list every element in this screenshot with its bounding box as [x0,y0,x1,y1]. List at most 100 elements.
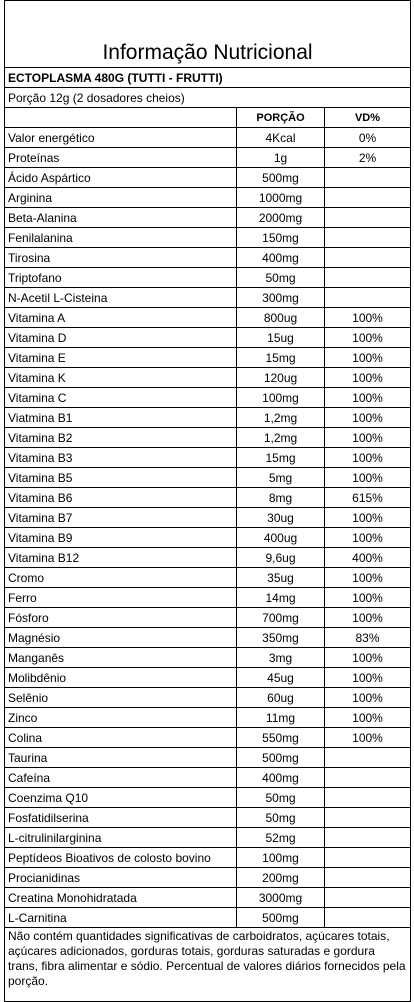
nutrient-name: Vitamina B2 [4,427,237,448]
nutrient-row: N-Acetil L-Cisteina 300mg [4,287,412,308]
product: ECTOPLASMA 480G (TUTTI - FRUTTI) [3,67,412,88]
nutrient-name: Vitamina B9 [4,527,237,548]
portion: 5mg [236,467,325,488]
nutrition-table: Informação Nutricional ECTOPLASMA 480G (… [3,0,412,1002]
portion: 15mg [236,447,325,468]
nutrient-row: Vitamina D 15ug 100% [4,327,412,348]
portion: 1,2mg [236,427,325,448]
nutrient-name: Ferro [4,587,237,608]
nutrient-row: Colina 550mg 100% [4,727,412,748]
daily-value: 100% [323,707,412,728]
nutrient-row: Vitamina B12 9,6ug 400% [4,547,412,568]
daily-value [323,767,412,788]
portion: 50mg [236,787,325,808]
nutrient-name: Vitamina B3 [4,447,237,468]
daily-value: 83% [323,627,412,648]
daily-value: 100% [323,387,412,408]
nutrient-row: Creatina Monohidratada 3000mg [4,887,412,908]
nutrient-row: Tirosina 400mg [4,247,412,268]
nutrient-row: Zinco 11mg 100% [4,707,412,728]
nutrient-row: Fosfatidilserina 50mg [4,807,412,828]
header-cell: VD% [323,107,412,128]
nutrient-name: Proteínas [4,147,237,168]
nutrient-name: Triptofano [4,267,237,288]
nutrient-row: Procianidinas 200mg [4,867,412,888]
daily-value: 100% [323,567,412,588]
nutrient-row: Cafeína 400mg [4,767,412,788]
nutrient-name: Viatmina B1 [4,407,237,428]
nutrient-name: Vitamina K [4,367,237,388]
nutrient-row: Vitamina B9 400ug 100% [4,527,412,548]
portion: 11mg [236,707,325,728]
portion: 1g [236,147,325,168]
portion: 550mg [236,727,325,748]
daily-value: 100% [323,467,412,488]
nutrient-row: Proteínas 1g 2% [4,147,412,168]
nutrient-name: Manganês [4,647,237,668]
nutrient-row: Vitamina B3 15mg 100% [4,447,412,468]
portion: 500mg [236,907,325,928]
daily-value: 100% [323,727,412,748]
daily-value [323,747,412,768]
daily-value [323,227,412,248]
table-body: Informação Nutricional ECTOPLASMA 480G (… [3,0,412,1002]
nutrient-name: Molibdênio [4,667,237,688]
product-row: ECTOPLASMA 480G (TUTTI - FRUTTI) [3,67,412,88]
nutrient-name: Vitamina B6 [4,487,237,508]
nutrient-name: Fósforo [4,607,237,628]
nutrient-row: Vitamina A 800ug 100% [4,307,412,328]
portion: 30ug [236,507,325,528]
portion: 2000mg [236,207,325,228]
portion: 35ug [236,567,325,588]
nutrient-row: Vitamina B5 5mg 100% [4,467,412,488]
header-cell [4,107,237,128]
nutrient-row: Coenzima Q10 50mg [4,787,412,808]
nutrient-row: Fósforo 700mg 100% [4,607,412,628]
portion: 400ug [236,527,325,548]
portion: 100mg [236,847,325,868]
nutrient-row: Viatmina B1 1,2mg 100% [4,407,412,428]
portion: 4Kcal [236,127,325,148]
daily-value: 100% [323,607,412,628]
daily-value: 100% [323,687,412,708]
nutrient-name: Fenilalanina [4,227,237,248]
title-row: Informação Nutricional [3,0,412,68]
portion: 120ug [236,367,325,388]
serving-row: Porção 12g (2 dosadores cheios) [3,87,412,108]
portion: 500mg [236,747,325,768]
portion: 1,2mg [236,407,325,428]
daily-value: 615% [323,487,412,508]
nutrient-row: Vitamina B2 1,2mg 100% [4,427,412,448]
portion: 800ug [236,307,325,328]
nutrient-row: Fenilalanina 150mg [4,227,412,248]
portion: 60ug [236,687,325,708]
nutrient-name: Vitamina B12 [4,547,237,568]
portion: 8mg [236,487,325,508]
nutrient-name: Vitamina E [4,347,237,368]
portion: 9,6ug [236,547,325,568]
portion: 3mg [236,647,325,668]
nutrient-name: Vitamina C [4,387,237,408]
nutrient-row: Vitamina B7 30ug 100% [4,507,412,528]
nutrient-row: Manganês 3mg 100% [4,647,412,668]
daily-value: 100% [323,527,412,548]
daily-value: 100% [323,587,412,608]
daily-value [323,847,412,868]
footnote-row: Não contém quantidades significativas de… [3,927,412,1002]
daily-value: 100% [323,427,412,448]
header-row: PORÇÃO VD% [4,107,412,128]
portion: 14mg [236,587,325,608]
nutrient-name: Beta-Alanina [4,207,237,228]
nutrient-row: Molibdênio 45ug 100% [4,667,412,688]
nutrient-name: Selênio [4,687,237,708]
daily-value [323,287,412,308]
daily-value: 100% [323,307,412,328]
daily-value: 100% [323,347,412,368]
daily-value: 0% [323,127,412,148]
nutrient-name: Fosfatidilserina [4,807,237,828]
nutrient-name: Creatina Monohidratada [4,887,237,908]
daily-value: 100% [323,647,412,668]
nutrient-row: Beta-Alanina 2000mg [4,207,412,228]
daily-value: 100% [323,447,412,468]
daily-value [323,267,412,288]
